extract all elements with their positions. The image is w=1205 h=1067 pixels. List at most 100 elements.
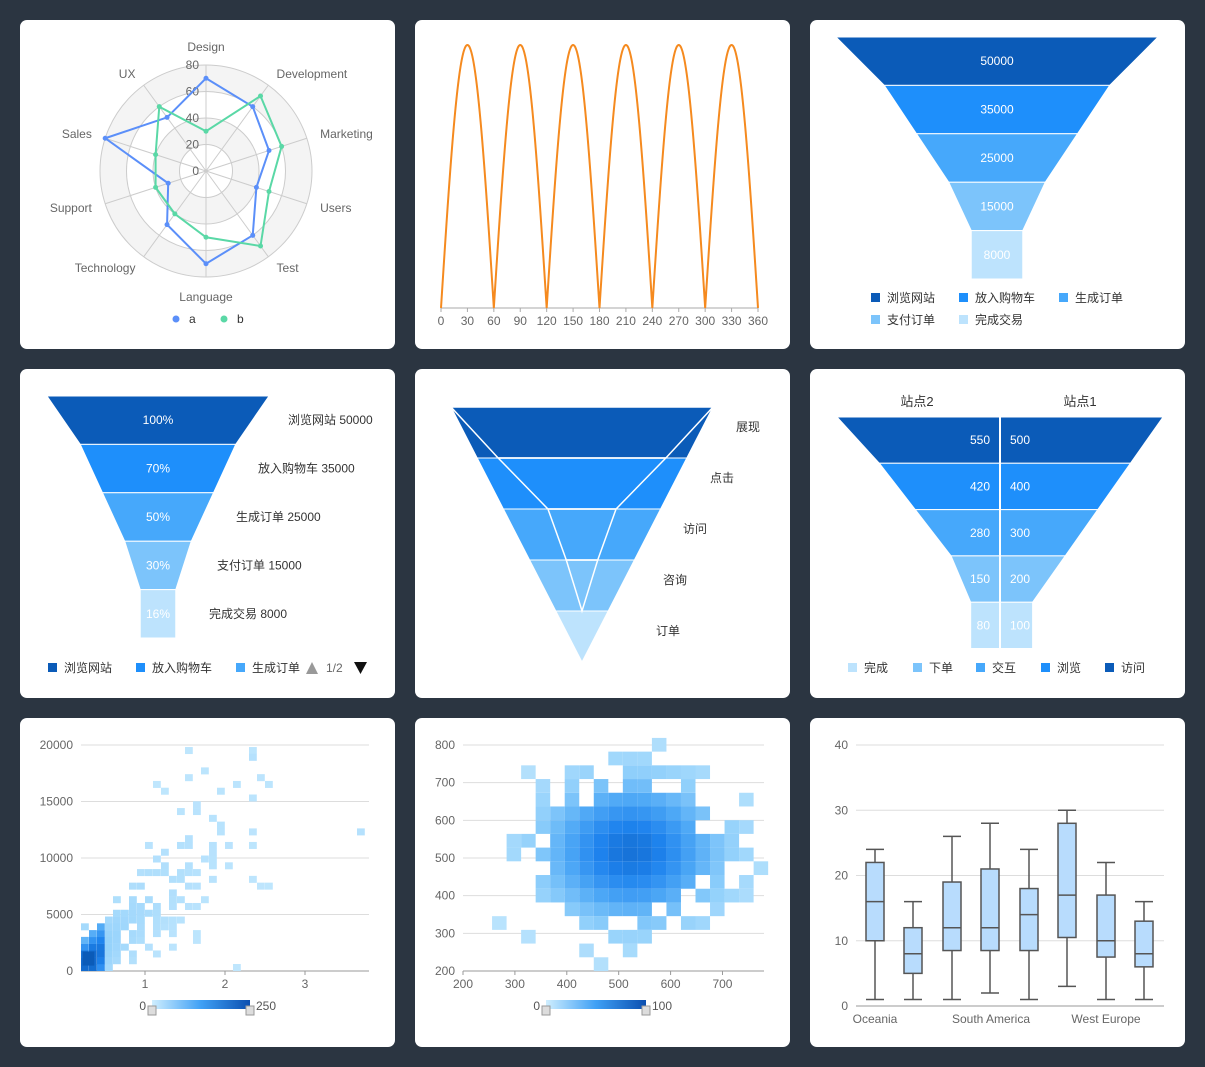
heatmap-cell	[81, 943, 89, 951]
heatmap-cell	[169, 896, 177, 904]
heatmap-cell	[637, 861, 652, 876]
heatmap-cell	[651, 806, 667, 821]
legend-marker[interactable]	[959, 315, 968, 324]
heatmap-cell	[564, 888, 580, 903]
heatmap-cell	[521, 929, 536, 944]
x-tick-label: 330	[722, 314, 742, 328]
heatmap-cell	[564, 820, 580, 834]
funnel-compare-card: 展现 点击 访问 咨询 订单	[415, 369, 790, 698]
boxplot-card: 0 10 20 30 40 Oceania South America West Europe	[810, 718, 1185, 1047]
heatmap-cell	[622, 943, 638, 958]
heatmap-cell	[651, 847, 667, 862]
legend-page-down-icon[interactable]	[354, 662, 367, 674]
legend-marker[interactable]	[236, 663, 245, 672]
heatmap-cell	[666, 820, 681, 834]
heatmap-cell	[185, 774, 193, 782]
heatmap-cell	[153, 780, 161, 788]
heatmap-cell	[579, 861, 594, 876]
visual-map-handle-min[interactable]	[147, 1005, 157, 1016]
heatmap-cell	[209, 855, 217, 863]
heatmap-cell	[637, 806, 652, 821]
x-tick-label: 1	[142, 977, 149, 991]
legend-marker[interactable]	[871, 293, 880, 302]
x-tick-label: 90	[514, 314, 528, 328]
heatmap-cell	[622, 929, 638, 944]
heatmap-cell	[724, 820, 740, 834]
visual-map-handle-min[interactable]	[541, 1005, 551, 1016]
heatmap-cell	[113, 916, 121, 924]
legend-page-up-icon[interactable]	[306, 662, 318, 674]
heatmap-cell	[129, 957, 137, 965]
funnel-outer-stage	[502, 508, 662, 561]
heatmap-cell	[506, 847, 522, 862]
heatmap-cell	[161, 787, 169, 795]
funnel-stage	[970, 230, 1024, 280]
heatmap-cell	[593, 861, 609, 876]
heatmap-cell	[564, 875, 580, 889]
legend-marker[interactable]	[136, 663, 145, 672]
legend-marker[interactable]	[48, 663, 57, 672]
radar-indicator-label: UX	[119, 67, 136, 81]
heatmap-cell	[579, 820, 594, 834]
heatmap-cell	[81, 964, 89, 971]
heatmap-cell	[169, 875, 177, 883]
heatmap-cell	[121, 916, 129, 924]
x-tick-label: 600	[661, 977, 681, 991]
heatmap-cell	[666, 875, 681, 889]
heatmap-cell	[651, 765, 667, 780]
heatmap-cell	[185, 902, 193, 910]
legend-marker[interactable]	[1059, 293, 1068, 302]
legend-marker[interactable]	[871, 315, 880, 324]
radar-spoke	[205, 170, 269, 258]
heatmap-cell	[564, 847, 580, 862]
funnel-mirror-card: 站点2 站点1 550 500 420 400 280 300 150 200 80 100 完成 下单 交…	[810, 369, 1185, 698]
legend-marker[interactable]	[1105, 663, 1114, 672]
heatmap-cell	[105, 936, 113, 944]
heatmap-cell	[622, 875, 638, 889]
heatmap-cell	[739, 888, 754, 903]
legend-marker[interactable]	[848, 663, 857, 672]
box-body	[1019, 887, 1039, 952]
legend-marker[interactable]	[959, 293, 968, 302]
heatmap-cell	[97, 964, 105, 971]
heatmap-cell	[97, 930, 105, 938]
heatmap-cell	[695, 833, 711, 848]
visual-map-bar[interactable]	[152, 1000, 250, 1009]
box-body	[942, 881, 962, 952]
x-tick-label: 0	[438, 314, 445, 328]
legend-marker[interactable]	[1041, 663, 1050, 672]
heatmap-cell	[113, 930, 121, 938]
radar-indicator-label: Sales	[62, 127, 92, 141]
column-label: 站点1	[1063, 394, 1096, 409]
legend-marker[interactable]	[976, 663, 985, 672]
heatmap-cell	[506, 833, 522, 848]
legend-label: 放入购物车	[152, 660, 212, 675]
heatmap-cell	[710, 888, 725, 903]
heatmap-cell	[550, 820, 565, 834]
heatmap-cell	[161, 916, 169, 924]
legend-marker[interactable]	[220, 315, 228, 323]
visual-map-handle-max[interactable]	[641, 1005, 651, 1016]
heatmap-cell	[579, 943, 594, 958]
heatmap-cell	[201, 855, 209, 863]
heatmap-cell	[608, 792, 623, 807]
y-tick-label: 20000	[40, 738, 74, 752]
heatmap-cell	[710, 847, 725, 862]
heatmap-cell	[249, 794, 257, 802]
heatmap-cell	[185, 862, 193, 870]
visual-map-bar[interactable]	[546, 1000, 646, 1009]
heatmap-cell	[121, 943, 129, 951]
heatmap-cell	[97, 943, 105, 951]
legend-marker[interactable]	[913, 663, 922, 672]
legend-page-indicator: 1/2	[326, 661, 343, 675]
heatmap-cell	[177, 869, 185, 877]
x-category-label: South America	[952, 1012, 1030, 1026]
heatmap-cell	[177, 916, 185, 924]
heatmap-cell	[579, 875, 594, 889]
heatmap-cell	[185, 869, 193, 877]
y-tick-label: 500	[435, 851, 455, 865]
heatmap-cell	[666, 847, 681, 862]
legend-marker[interactable]	[172, 315, 180, 323]
visual-map-handle-max[interactable]	[245, 1005, 255, 1016]
heatmap-cell	[666, 792, 681, 807]
